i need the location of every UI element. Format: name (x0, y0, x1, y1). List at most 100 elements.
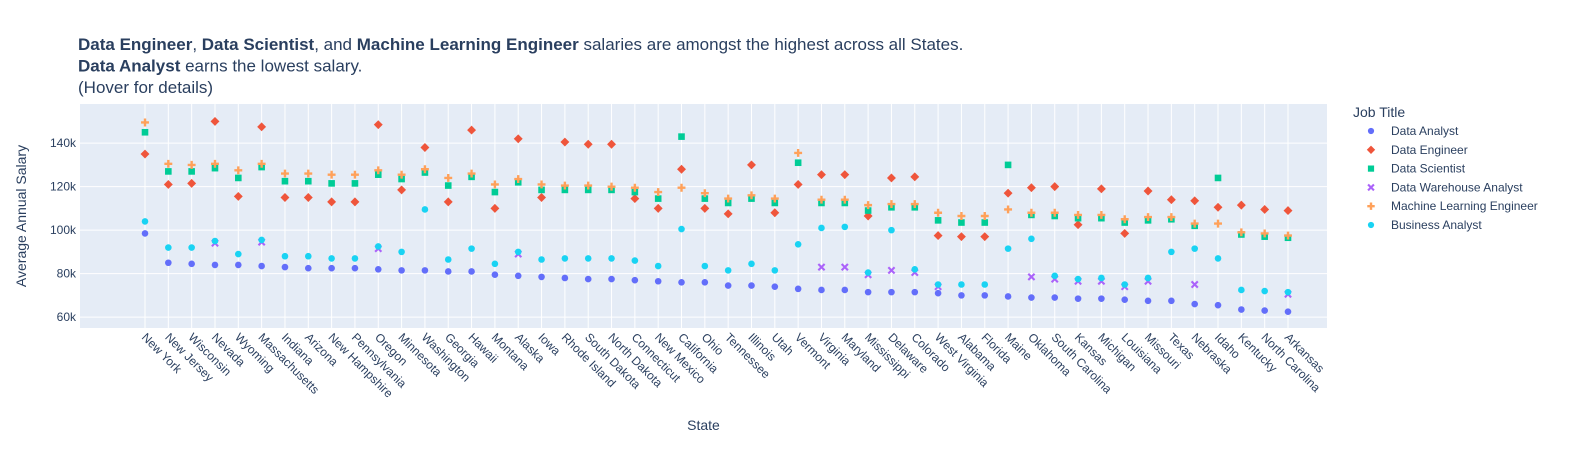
data-point-data-engineer[interactable] (1026, 183, 1036, 193)
data-point-data-analyst[interactable] (235, 261, 242, 269)
data-point-data-analyst[interactable] (328, 264, 335, 272)
data-point-data-engineer[interactable] (793, 180, 803, 189)
data-point-business-analyst[interactable] (421, 206, 429, 213)
data-point-data-analyst[interactable] (1144, 297, 1152, 305)
data-point-data-scientist[interactable] (211, 164, 219, 172)
data-point-machine-learning-engineer[interactable] (211, 159, 219, 168)
data-point-data-analyst[interactable] (141, 230, 149, 237)
data-point-business-analyst[interactable] (724, 267, 732, 274)
data-point-machine-learning-engineer[interactable] (1074, 210, 1083, 219)
data-point-data-engineer[interactable] (863, 211, 873, 221)
data-point-data-analyst[interactable] (211, 261, 219, 269)
data-point-business-analyst[interactable] (584, 255, 592, 262)
data-point-business-analyst[interactable] (165, 244, 172, 251)
data-point-business-analyst[interactable] (1238, 286, 1245, 294)
data-point-data-analyst[interactable] (188, 260, 195, 268)
data-point-data-scientist[interactable] (958, 219, 965, 226)
data-point-business-analyst[interactable] (398, 248, 405, 256)
data-point-data-engineer[interactable] (537, 193, 547, 202)
data-point-machine-learning-engineer[interactable] (1214, 219, 1222, 228)
data-point-data-analyst[interactable] (1121, 296, 1129, 304)
data-point-business-analyst[interactable] (444, 256, 452, 263)
data-point-data-analyst[interactable] (771, 283, 779, 290)
data-point-data-engineer[interactable] (933, 231, 943, 241)
data-point-data-analyst[interactable] (841, 286, 849, 294)
data-point-data-engineer[interactable] (817, 170, 826, 180)
data-point-data-analyst[interactable] (934, 289, 942, 297)
data-point-business-analyst[interactable] (281, 252, 289, 260)
data-point-data-engineer[interactable] (1120, 228, 1130, 238)
data-point-machine-learning-engineer[interactable] (794, 148, 803, 157)
data-point-data-analyst[interactable] (794, 285, 802, 293)
data-point-data-engineer[interactable] (350, 197, 360, 207)
data-point-data-engineer[interactable] (140, 149, 150, 159)
data-point-data-engineer[interactable] (1003, 188, 1013, 198)
data-point-data-scientist[interactable] (654, 195, 662, 202)
data-point-data-analyst[interactable] (1238, 306, 1245, 313)
data-point-data-scientist[interactable] (1214, 174, 1222, 182)
data-point-data-engineer[interactable] (910, 172, 920, 182)
legend-item-data-warehouse-analyst[interactable]: Data Warehouse Analyst (1367, 180, 1523, 194)
data-point-data-analyst[interactable] (514, 272, 522, 280)
data-point-data-engineer[interactable] (1050, 182, 1060, 192)
data-point-machine-learning-engineer[interactable] (980, 212, 989, 220)
data-point-data-analyst[interactable] (654, 277, 662, 285)
data-point-business-analyst[interactable] (538, 256, 545, 263)
data-point-data-scientist[interactable] (981, 219, 989, 226)
data-point-data-scientist[interactable] (374, 171, 382, 178)
data-point-machine-learning-engineer[interactable] (1237, 228, 1246, 237)
data-point-data-analyst[interactable] (1214, 301, 1222, 309)
data-point-data-scientist[interactable] (538, 186, 545, 194)
data-point-data-analyst[interactable] (911, 288, 919, 296)
data-point-business-analyst[interactable] (1284, 288, 1292, 296)
data-point-data-warehouse-analyst[interactable] (817, 263, 826, 271)
legend-marker-business-analyst[interactable] (1367, 221, 1375, 229)
data-point-machine-learning-engineer[interactable] (350, 170, 359, 179)
data-point-data-scientist[interactable] (701, 195, 709, 202)
data-point-machine-learning-engineer[interactable] (1027, 208, 1036, 217)
data-point-business-analyst[interactable] (491, 260, 499, 268)
data-point-data-engineer[interactable] (420, 143, 430, 152)
data-point-data-analyst[interactable] (304, 264, 312, 272)
data-point-data-engineer[interactable] (373, 120, 383, 130)
data-point-business-analyst[interactable] (1214, 255, 1222, 262)
data-point-business-analyst[interactable] (351, 255, 359, 262)
data-point-data-engineer[interactable] (257, 122, 267, 132)
data-point-data-analyst[interactable] (398, 267, 405, 274)
data-point-machine-learning-engineer[interactable] (607, 182, 616, 191)
data-point-data-scientist[interactable] (864, 207, 872, 214)
legend-marker-data-warehouse-analyst[interactable] (1367, 183, 1375, 192)
data-point-data-warehouse-analyst[interactable] (887, 266, 896, 275)
data-point-data-analyst[interactable] (1074, 295, 1082, 302)
data-point-data-engineer[interactable] (327, 197, 337, 207)
data-point-business-analyst[interactable] (748, 260, 755, 268)
data-point-machine-learning-engineer[interactable] (444, 173, 453, 182)
data-point-data-engineer[interactable] (1143, 186, 1153, 196)
data-point-business-analyst[interactable] (1051, 272, 1059, 280)
data-point-data-scientist[interactable] (584, 186, 592, 194)
data-point-data-analyst[interactable] (538, 273, 545, 281)
data-point-machine-learning-engineer[interactable] (934, 208, 943, 217)
data-point-machine-learning-engineer[interactable] (724, 194, 733, 203)
data-point-data-engineer[interactable] (1073, 220, 1083, 230)
data-point-business-analyst[interactable] (514, 248, 522, 256)
data-point-data-scientist[interactable] (794, 159, 802, 167)
data-point-data-scientist[interactable] (351, 180, 359, 187)
data-point-data-scientist[interactable] (1004, 161, 1012, 169)
data-point-data-analyst[interactable] (561, 274, 569, 282)
data-point-machine-learning-engineer[interactable] (957, 212, 966, 220)
data-point-machine-learning-engineer[interactable] (420, 165, 429, 174)
data-point-business-analyst[interactable] (1098, 274, 1105, 282)
data-point-data-analyst[interactable] (1284, 308, 1292, 315)
data-point-business-analyst[interactable] (1191, 245, 1198, 252)
data-point-data-engineer[interactable] (560, 137, 570, 147)
data-point-data-engineer[interactable] (747, 160, 756, 170)
data-point-business-analyst[interactable] (1074, 275, 1082, 283)
data-point-data-engineer[interactable] (303, 193, 313, 202)
data-point-data-engineer[interactable] (163, 180, 173, 189)
data-point-business-analyst[interactable] (1004, 245, 1012, 252)
data-point-data-engineer[interactable] (956, 232, 966, 242)
data-point-data-scientist[interactable] (165, 168, 172, 175)
legend-item-data-scientist[interactable]: Data Scientist (1367, 162, 1466, 176)
data-point-business-analyst[interactable] (911, 265, 919, 273)
